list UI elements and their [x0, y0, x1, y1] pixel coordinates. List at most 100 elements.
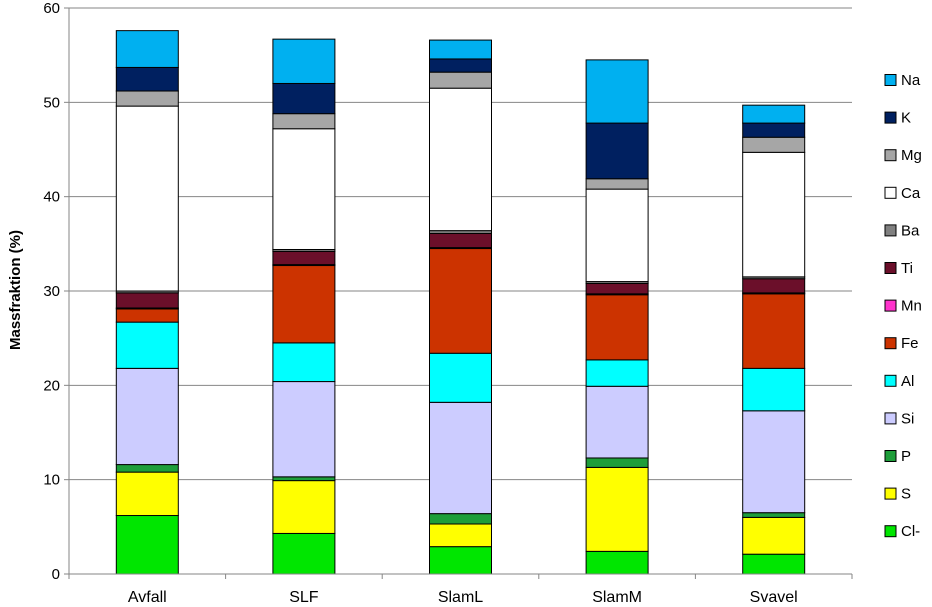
bar-segment-mg-slf — [272, 113, 336, 130]
legend-label: Fe — [901, 335, 919, 352]
bar-segment-s-svavel — [742, 516, 806, 555]
bar-segment-s-slf — [272, 480, 336, 534]
bar-segment-si-slamm — [585, 385, 649, 459]
bar-segment-cl-svavel — [742, 553, 806, 575]
bar-segment-al-slaml — [429, 352, 492, 403]
bar-segment-p-svavel — [742, 512, 806, 518]
bar-segment-p-slamm — [585, 457, 649, 468]
bar-segment-cl-avfall — [115, 515, 179, 575]
legend-label: Al — [901, 373, 914, 390]
legend-label: Mn — [901, 298, 922, 315]
bar-segment-fe-slf — [272, 265, 336, 344]
bar-segment-al-svavel — [742, 367, 806, 412]
bar-segment-fe-svavel — [742, 293, 806, 369]
legend-label: K — [901, 110, 911, 127]
bar-segment-mg-avfall — [115, 90, 179, 107]
bar-segment-si-slaml — [429, 401, 492, 515]
legend-label: Ba — [901, 222, 920, 239]
y-axis-label: Massfraktion (%) — [7, 230, 24, 350]
legend-label: Ca — [901, 185, 921, 202]
bar-segment-p-slf — [272, 476, 336, 482]
bar-segment-ti-slf — [272, 250, 336, 266]
legend-swatch-ti — [884, 262, 897, 274]
x-category-label: Svavel — [750, 589, 798, 606]
bar-segment-mg-svavel — [742, 136, 806, 153]
bar-segment-p-avfall — [115, 464, 179, 473]
legend-label: Si — [901, 410, 914, 427]
bar-segment-ca-svavel — [742, 151, 806, 278]
bar-segment-fe-slamm — [585, 294, 649, 361]
bar-segment-al-avfall — [115, 321, 179, 369]
y-tick-label: 50 — [43, 94, 60, 111]
bar-segment-ca-slf — [272, 128, 336, 250]
bar-segment-k-avfall — [115, 66, 179, 92]
bar-segment-na-svavel — [742, 104, 806, 124]
bar-segment-s-avfall — [115, 471, 179, 517]
bar-segment-ca-avfall — [115, 105, 179, 292]
x-category-label: Avfall — [128, 589, 167, 606]
bar-segment-s-slamm — [585, 466, 649, 552]
x-category-labels: Avfall SLF SlamL SlamM Svavel — [128, 589, 798, 606]
bar-segment-ti-slamm — [585, 282, 649, 295]
legend-swatch-mn — [884, 299, 897, 312]
bar-segment-k-slamm — [585, 122, 649, 180]
legend-label: Na — [901, 72, 921, 89]
bar-segment-ti-slaml — [429, 232, 492, 249]
bar-segment-p-slaml — [429, 513, 492, 525]
bar-segment-na-avfall — [115, 30, 179, 68]
bar-segment-na-slaml — [429, 39, 492, 60]
legend-swatch-ba — [884, 224, 897, 237]
bar-segment-ti-svavel — [742, 278, 806, 294]
legend-swatch-fe — [884, 337, 897, 350]
y-tick-label: 10 — [43, 472, 60, 489]
legend-swatch-s — [884, 487, 897, 500]
bar-segment-al-slf — [272, 342, 336, 383]
x-category-label: SlamM — [592, 589, 642, 606]
legend-swatch-na — [884, 74, 897, 86]
bar-segment-ca-slaml — [429, 87, 492, 232]
bars — [115, 30, 806, 575]
legend-swatch-cl — [884, 525, 897, 538]
legend-swatch-k — [884, 111, 897, 124]
x-category-label: SLF — [289, 589, 319, 606]
bar-segment-mg-slaml — [429, 71, 492, 89]
legend-swatch-p — [884, 450, 897, 462]
legend-label: Ti — [901, 260, 913, 277]
bar-segment-cl-slf — [272, 532, 336, 575]
bar-segment-fe-slaml — [429, 248, 492, 354]
legend-label: Mg — [901, 147, 922, 164]
y-tick-labels: 0 10 20 30 40 50 60 — [43, 0, 60, 583]
legend-label: Cl- — [901, 523, 920, 540]
legend: Na K Mg Ca Ba Ti Mn Fe Al Si P S Cl- — [884, 72, 922, 540]
legend-swatch-mg — [884, 149, 897, 162]
x-category-label: SlamL — [438, 589, 483, 606]
bar-segment-cl-slaml — [429, 546, 492, 575]
bar-segment-fe-avfall — [115, 308, 179, 323]
bar-segment-ti-avfall — [115, 292, 179, 309]
bar-segment-s-slaml — [429, 523, 492, 548]
axes — [68, 8, 853, 579]
bar-segment-cl-slamm — [585, 550, 649, 575]
bar-segment-si-slf — [272, 381, 336, 478]
y-tick-label: 40 — [43, 189, 60, 206]
bar-segment-na-slf — [272, 38, 336, 84]
bar-segment-ca-slamm — [585, 188, 649, 283]
bar-segment-al-slamm — [585, 359, 649, 387]
bar-segment-si-svavel — [742, 410, 806, 514]
legend-swatch-si — [884, 412, 897, 425]
bar-segment-mg-slamm — [585, 178, 649, 190]
y-tick-label: 20 — [43, 377, 60, 394]
bar-segment-k-svavel — [742, 122, 806, 138]
bar-segment-k-slaml — [429, 58, 492, 73]
bar-segment-si-avfall — [115, 367, 179, 466]
bar-segment-na-slamm — [585, 59, 649, 124]
legend-swatch-al — [884, 374, 897, 387]
legend-label: P — [901, 448, 911, 465]
legend-swatch-ca — [884, 186, 897, 199]
y-tick-label: 60 — [43, 0, 60, 17]
y-tick-label: 0 — [52, 566, 60, 583]
legend-label: S — [901, 486, 911, 503]
y-tick-label: 30 — [43, 283, 60, 300]
bar-segment-k-slf — [272, 82, 336, 115]
